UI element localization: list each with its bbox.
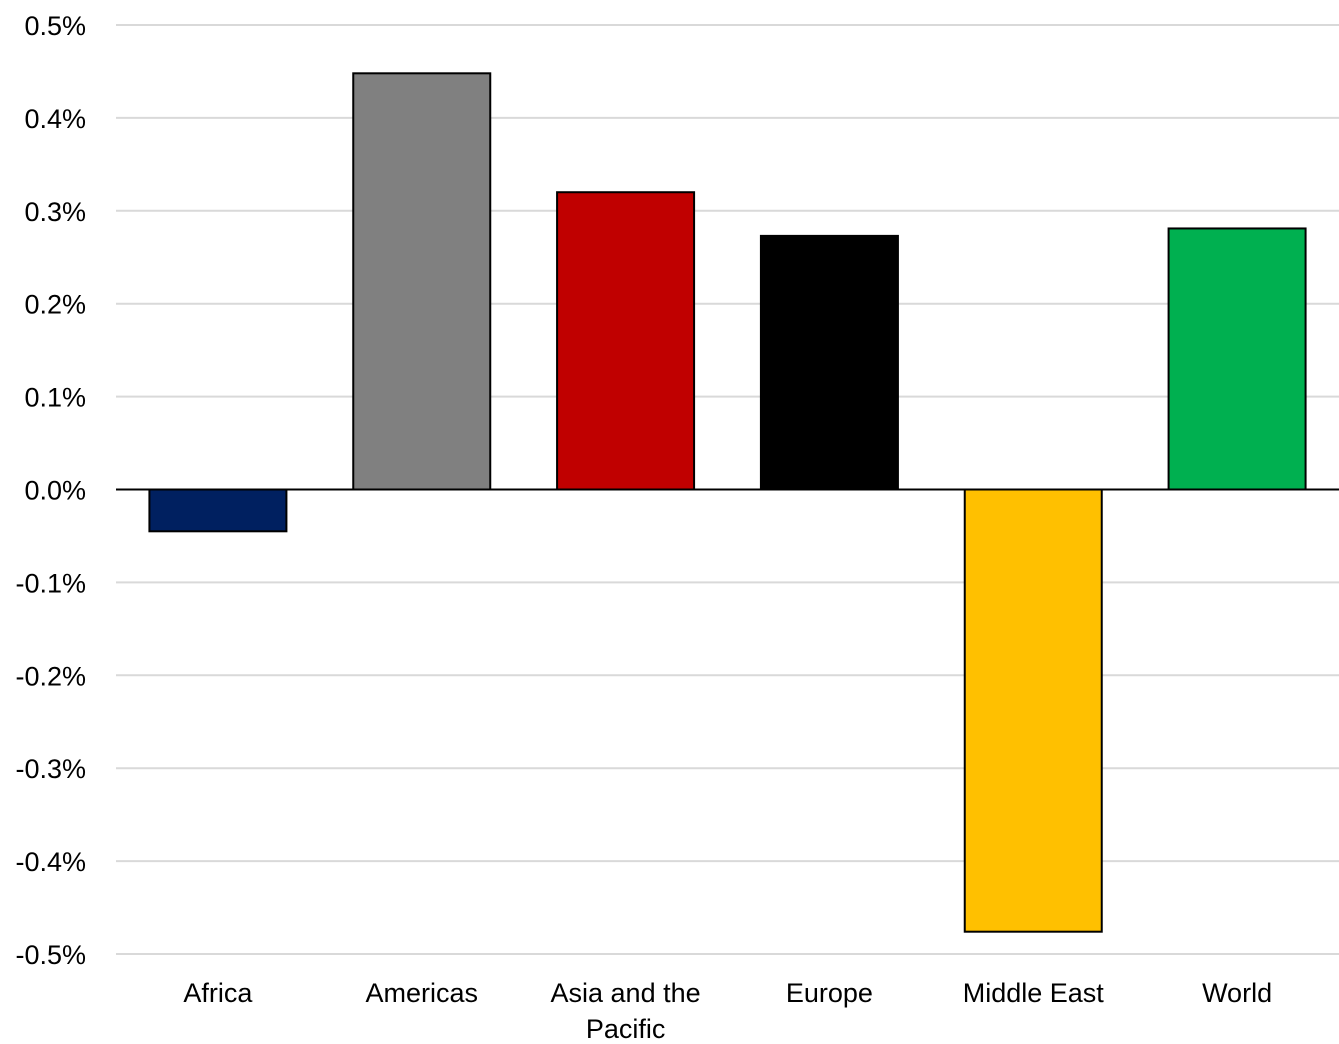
x-category-label: World [1202, 978, 1272, 1008]
x-category-label: Asia and the [551, 978, 701, 1008]
x-category-label: Africa [183, 978, 253, 1008]
x-category-label: Europe [786, 978, 873, 1008]
y-tick-label: -0.1% [15, 568, 86, 598]
x-category-label: Americas [365, 978, 478, 1008]
y-tick-label: -0.2% [15, 661, 86, 691]
y-tick-label: 0.0% [24, 476, 86, 506]
y-tick-label: -0.3% [15, 754, 86, 784]
y-tick-label: 0.2% [24, 290, 86, 320]
x-category-label: Pacific [586, 1014, 666, 1044]
bars [148, 72, 1307, 933]
bar [148, 488, 288, 533]
y-tick-label: 0.5% [24, 11, 86, 41]
x-axis-category-labels: Africa Americas Asia and the Pacific Europe M… [183, 978, 1272, 1044]
y-tick-label: 0.1% [24, 383, 86, 413]
bar [963, 488, 1103, 933]
x-category-label: Middle East [963, 978, 1105, 1008]
bar [352, 72, 492, 491]
bar [759, 234, 899, 491]
bar [556, 191, 696, 491]
y-axis-tick-labels: 0.5% 0.4% 0.3% 0.2% 0.1% 0.0% -0.1% -0.2% -0.3% -… [15, 11, 86, 970]
y-tick-label: -0.4% [15, 847, 86, 877]
y-tick-label: 0.3% [24, 197, 86, 227]
bar [1167, 227, 1307, 491]
y-tick-label: -0.5% [15, 940, 86, 970]
gridlines [116, 24, 1339, 955]
y-tick-label: 0.4% [24, 104, 86, 134]
